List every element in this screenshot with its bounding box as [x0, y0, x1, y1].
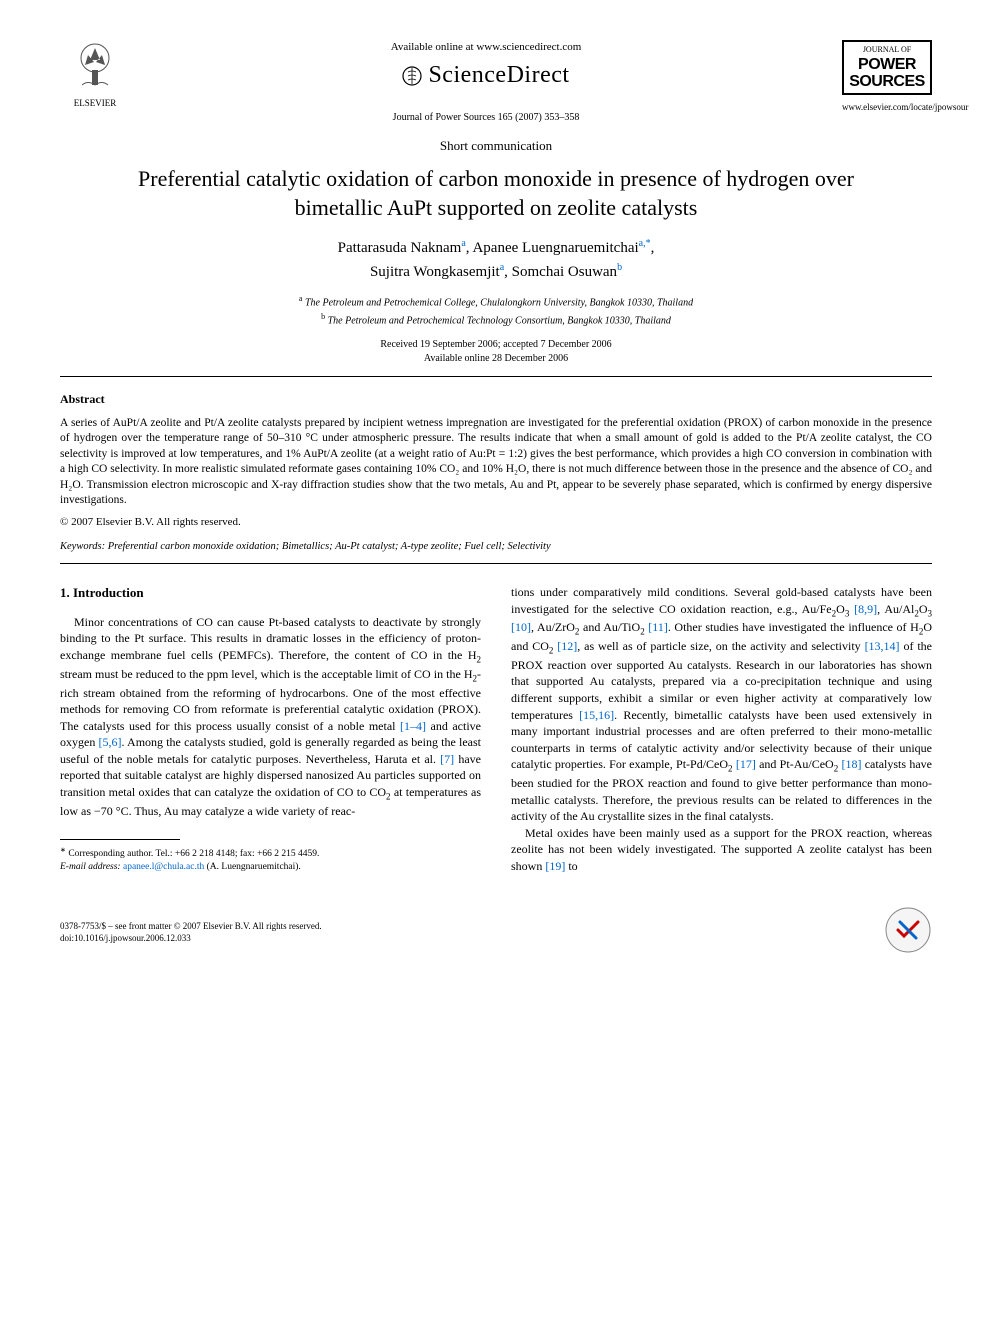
footer: 0378-7753/$ – see front matter © 2007 El… [60, 898, 932, 959]
column-right: tions under comparatively mild condition… [511, 584, 932, 874]
intro-heading: 1. Introduction [60, 584, 481, 602]
available-date: Available online 28 December 2006 [60, 352, 932, 366]
journal-logo-power: POWER [848, 57, 926, 72]
header-row: ELSEVIER Available online at www.science… [60, 40, 932, 125]
doi-line: doi:10.1016/j.jpowsour.2006.12.033 [60, 933, 322, 945]
ref-19[interactable]: [19] [545, 859, 565, 873]
authors: Pattarasuda Naknama, Apanee Luengnaruemi… [60, 236, 932, 283]
footer-right [884, 906, 932, 959]
article-title: Preferential catalytic oxidation of carb… [100, 165, 892, 222]
abstract-text: A series of AuPt/A zeolite and Pt/A zeol… [60, 416, 932, 509]
author-sep-3: , Somchai Osuwan [504, 264, 617, 280]
ref-5-6[interactable]: [5,6] [99, 735, 122, 749]
center-header: Available online at www.sciencedirect.co… [130, 40, 842, 125]
ref-11[interactable]: [11] [645, 620, 668, 634]
intro-paragraph-1-cont: tions under comparatively mild condition… [511, 584, 932, 825]
journal-logo-sources: SOURCES [848, 74, 926, 89]
ref-1-4[interactable]: [1–4] [400, 719, 426, 733]
ref-8-9[interactable]: [8,9] [849, 602, 877, 616]
ref-17[interactable]: [17] [733, 757, 756, 771]
ref-15-16[interactable]: [15,16] [579, 708, 614, 722]
keywords: Keywords: Preferential carbon monoxide o… [60, 540, 932, 555]
elsevier-tree-icon [70, 40, 120, 90]
copyright: © 2007 Elsevier B.V. All rights reserved… [60, 515, 932, 530]
column-left: 1. Introduction Minor concentrations of … [60, 584, 481, 874]
corresponding-email: E-mail address: apanee.l@chula.ac.th (A.… [60, 861, 481, 873]
footer-left: 0378-7753/$ – see front matter © 2007 El… [60, 921, 322, 944]
available-online-text: Available online at www.sciencedirect.co… [150, 40, 822, 55]
footnote: ∗ Corresponding author. Tel.: +66 2 218 … [60, 846, 481, 873]
email-link[interactable]: apanee.l@chula.ac.th [121, 862, 205, 872]
rule-top [60, 376, 932, 377]
journal-logo-top: JOURNAL OF [848, 46, 926, 55]
author-sep-1: , Apanee Luengnaruemitchai [466, 240, 639, 256]
intro-paragraph-2: Metal oxides have been mainly used as a … [511, 825, 932, 875]
crossmark-icon[interactable] [884, 906, 932, 954]
affil-a-text: The Petroleum and Petrochemical College,… [302, 298, 693, 309]
received-date: Received 19 September 2006; accepted 7 D… [60, 338, 932, 352]
author-2-affil: a, [639, 238, 646, 249]
author-sep-2: , [651, 240, 655, 256]
journal-url: www.elsevier.com/locate/jpowsour [842, 101, 932, 114]
author-3: Sujitra Wongkasemjit [370, 264, 500, 280]
ref-12[interactable]: [12] [553, 639, 577, 653]
sciencedirect-icon [402, 66, 422, 86]
issn-line: 0378-7753/$ – see front matter © 2007 El… [60, 921, 322, 933]
keywords-text: Preferential carbon monoxide oxidation; … [105, 541, 551, 552]
article-type: Short communication [60, 137, 932, 155]
abstract-heading: Abstract [60, 391, 932, 408]
rule-bottom [60, 563, 932, 564]
dates: Received 19 September 2006; accepted 7 D… [60, 338, 932, 366]
footnote-separator [60, 839, 180, 840]
ref-13-14[interactable]: [13,14] [865, 639, 900, 653]
journal-logo: JOURNAL OF POWER SOURCES www.elsevier.co… [842, 40, 932, 114]
author-1: Pattarasuda Naknam [338, 240, 462, 256]
sciencedirect-brand: ScienceDirect [150, 59, 822, 93]
affiliations: a The Petroleum and Petrochemical Colleg… [60, 293, 932, 328]
ref-18[interactable]: [18] [838, 757, 861, 771]
ref-10[interactable]: [10] [511, 620, 531, 634]
author-4-affil: b [617, 262, 622, 273]
two-column-body: 1. Introduction Minor concentrations of … [60, 584, 932, 874]
journal-citation: Journal of Power Sources 165 (2007) 353–… [150, 111, 822, 125]
keywords-label: Keywords: [60, 541, 105, 552]
sciencedirect-text: ScienceDirect [428, 59, 569, 93]
elsevier-name: ELSEVIER [60, 97, 130, 110]
affil-b-text: The Petroleum and Petrochemical Technolo… [325, 315, 671, 326]
journal-logo-box: JOURNAL OF POWER SOURCES [842, 40, 932, 95]
elsevier-logo: ELSEVIER [60, 40, 130, 109]
ref-7[interactable]: [7] [440, 752, 454, 766]
intro-paragraph-1: Minor concentrations of CO can cause Pt-… [60, 614, 481, 819]
corresponding-author: ∗ Corresponding author. Tel.: +66 2 218 … [60, 846, 481, 861]
